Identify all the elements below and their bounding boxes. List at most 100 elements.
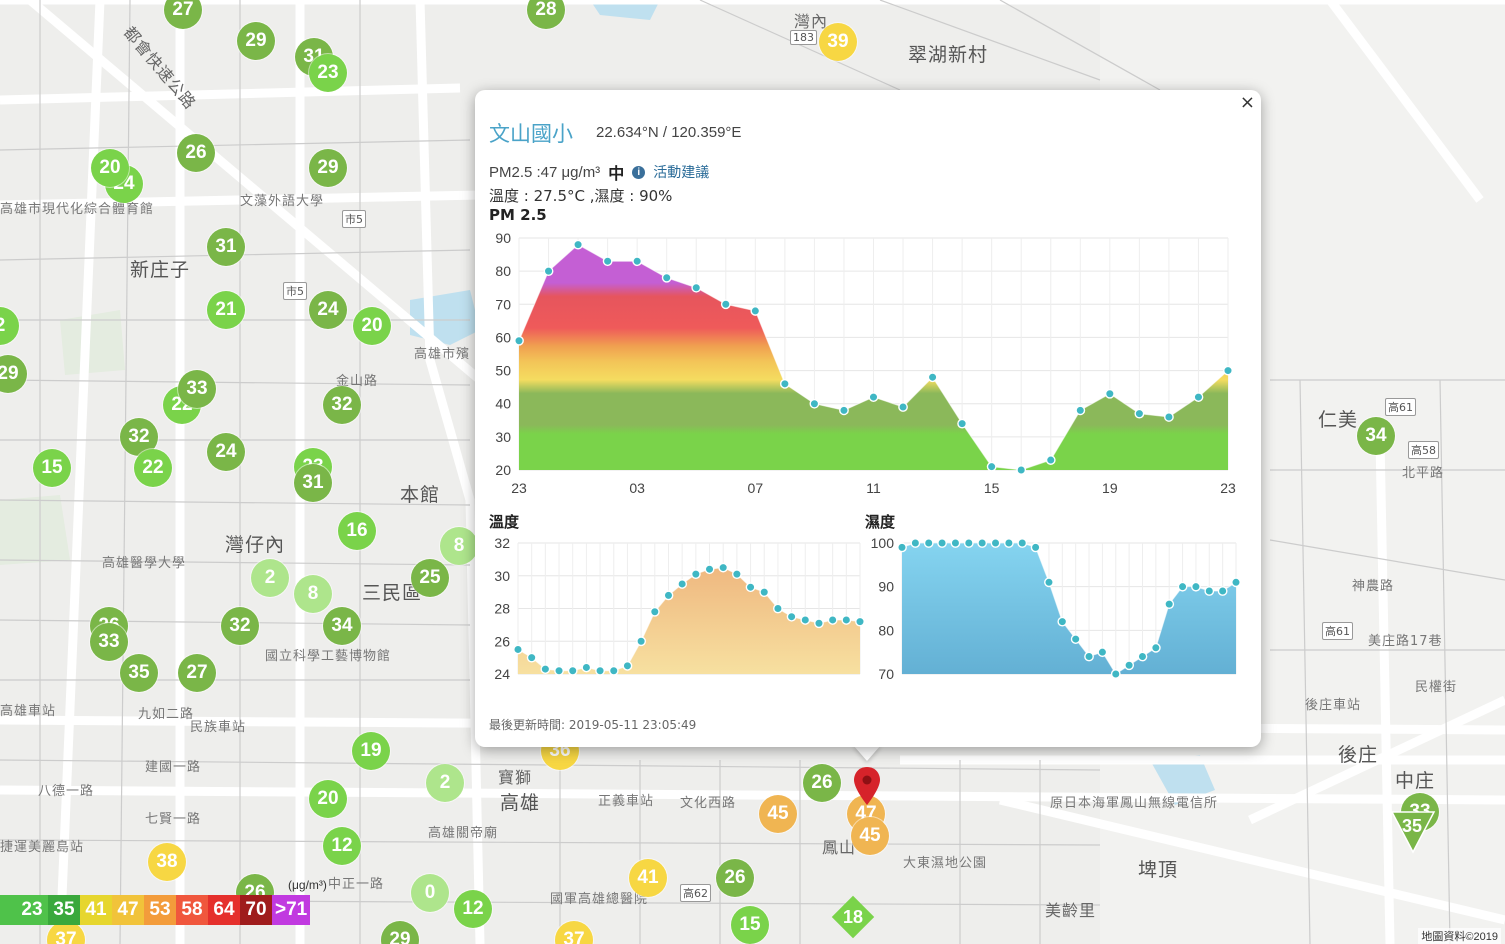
data-point[interactable] <box>745 582 756 593</box>
data-point[interactable] <box>927 372 938 383</box>
data-point[interactable] <box>1177 581 1188 592</box>
station-marker[interactable]: 38 <box>148 843 186 881</box>
station-marker[interactable]: 37 <box>555 921 593 944</box>
station-marker[interactable]: 31 <box>294 464 332 502</box>
data-point[interactable] <box>898 402 908 412</box>
station-marker[interactable]: 34 <box>323 607 361 645</box>
data-point[interactable] <box>636 636 647 647</box>
station-marker[interactable]: 2 <box>426 764 464 802</box>
data-point[interactable] <box>786 611 797 622</box>
data-point[interactable] <box>720 299 731 310</box>
data-point[interactable] <box>567 665 578 676</box>
data-point[interactable] <box>602 256 613 267</box>
info-icon[interactable]: i <box>632 165 646 179</box>
data-point[interactable] <box>1134 408 1145 419</box>
station-marker[interactable]: 21 <box>207 291 245 329</box>
station-marker[interactable]: 20 <box>91 149 129 187</box>
station-marker[interactable]: 29 <box>309 149 347 187</box>
data-point[interactable] <box>526 652 537 663</box>
data-point[interactable] <box>540 664 551 674</box>
data-point[interactable] <box>1017 538 1028 548</box>
data-point[interactable] <box>1204 586 1215 596</box>
data-point[interactable] <box>661 272 672 283</box>
station-marker[interactable]: 45 <box>759 795 797 833</box>
activity-advice-link[interactable]: 活動建議 <box>653 165 710 181</box>
data-point[interactable] <box>1191 581 1201 592</box>
data-point[interactable] <box>573 239 583 250</box>
station-marker[interactable]: 41 <box>629 859 667 897</box>
station-marker[interactable]: 32 <box>323 386 361 424</box>
location-pin-icon[interactable] <box>852 765 882 809</box>
station-marker[interactable]: 0 <box>411 874 449 912</box>
data-point[interactable] <box>957 418 968 429</box>
data-point[interactable] <box>814 618 824 629</box>
station-marker[interactable]: 32 <box>120 418 158 456</box>
close-icon[interactable]: × <box>1239 92 1255 113</box>
data-point[interactable] <box>1045 455 1056 465</box>
station-marker[interactable]: 22 <box>134 449 172 487</box>
station-marker[interactable]: 8 <box>294 575 332 613</box>
data-point[interactable] <box>773 603 783 614</box>
data-point[interactable] <box>990 538 1001 548</box>
data-point[interactable] <box>608 665 619 676</box>
data-point[interactable] <box>513 644 523 655</box>
station-marker[interactable]: 26 <box>177 134 215 172</box>
data-point[interactable] <box>691 282 702 293</box>
data-point[interactable] <box>632 256 643 267</box>
data-point[interactable] <box>868 392 879 402</box>
data-point[interactable] <box>731 569 742 580</box>
station-marker[interactable]: 26 <box>803 764 841 802</box>
data-point[interactable] <box>554 665 564 676</box>
station-marker[interactable]: 28 <box>527 0 565 29</box>
station-marker[interactable]: 15 <box>731 906 769 944</box>
data-point[interactable] <box>1150 642 1161 653</box>
data-point[interactable] <box>977 538 988 548</box>
data-point[interactable] <box>759 587 770 598</box>
station-marker[interactable]: 12 <box>454 890 492 928</box>
data-point[interactable] <box>937 538 947 548</box>
data-point[interactable] <box>779 378 790 389</box>
station-marker[interactable]: 23 <box>309 54 347 92</box>
station-marker[interactable]: 29 <box>381 921 419 944</box>
data-point[interactable] <box>809 398 820 409</box>
data-point[interactable] <box>1097 647 1108 658</box>
data-point[interactable] <box>855 616 865 627</box>
data-point[interactable] <box>1070 634 1081 644</box>
data-point[interactable] <box>1164 412 1174 422</box>
data-point[interactable] <box>543 266 554 277</box>
station-marker-triangle[interactable]: 35 <box>1390 808 1436 854</box>
data-point[interactable] <box>663 590 674 601</box>
station-marker[interactable]: 32 <box>221 607 259 645</box>
station-marker[interactable]: 37 <box>47 921 85 944</box>
data-point[interactable] <box>923 538 934 548</box>
station-marker[interactable]: 33 <box>178 370 216 408</box>
data-point[interactable] <box>649 606 660 617</box>
station-marker[interactable]: 15 <box>33 449 71 487</box>
station-marker[interactable]: 31 <box>207 228 245 266</box>
data-point[interactable] <box>1110 669 1121 679</box>
data-point[interactable] <box>581 662 592 673</box>
data-point[interactable] <box>986 461 997 472</box>
station-marker[interactable]: 35 <box>120 654 158 692</box>
data-point[interactable] <box>622 660 633 671</box>
data-point[interactable] <box>1193 392 1204 402</box>
data-point[interactable] <box>827 615 838 625</box>
station-marker[interactable]: 20 <box>309 780 347 818</box>
station-marker[interactable]: 19 <box>352 732 390 770</box>
station-marker[interactable]: 24 <box>309 291 347 329</box>
data-point[interactable] <box>750 306 761 316</box>
data-point[interactable] <box>1217 586 1228 596</box>
station-marker-diamond[interactable]: 18 <box>831 895 875 939</box>
data-point[interactable] <box>1137 651 1148 662</box>
station-marker[interactable]: 2 <box>0 307 19 345</box>
data-point[interactable] <box>690 569 701 580</box>
data-point[interactable] <box>514 335 524 346</box>
station-marker[interactable]: 45 <box>851 817 889 855</box>
data-point[interactable] <box>677 579 688 589</box>
data-point[interactable] <box>1057 616 1068 627</box>
data-point[interactable] <box>1003 538 1014 548</box>
data-point[interactable] <box>704 564 715 575</box>
station-marker[interactable]: 16 <box>338 512 376 550</box>
data-point[interactable] <box>595 665 605 676</box>
station-marker[interactable]: 27 <box>164 0 202 29</box>
